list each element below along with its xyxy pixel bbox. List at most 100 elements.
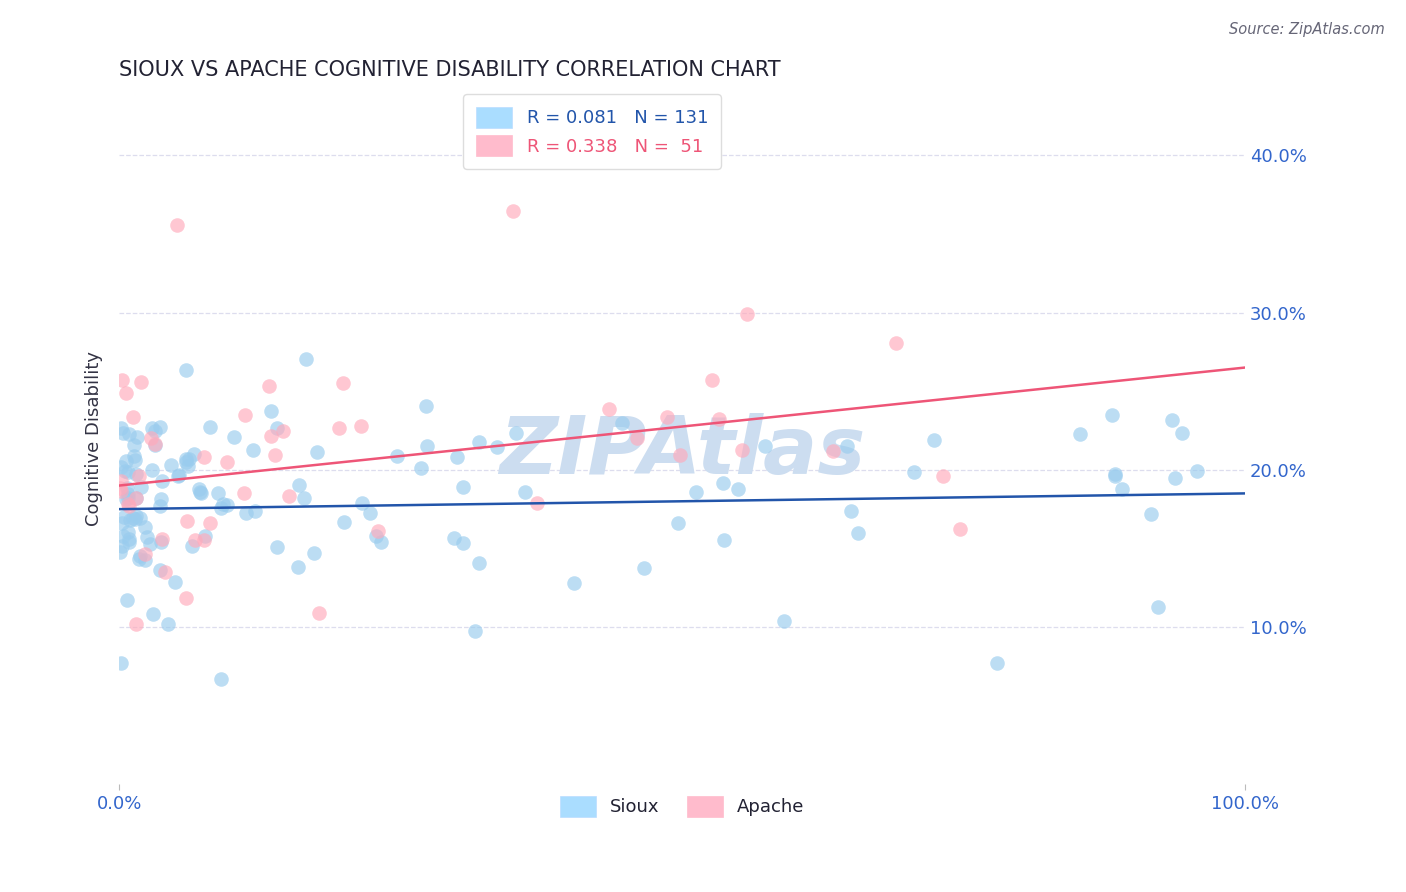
- Point: [731, 443, 754, 458]
- Point: [141, 431, 163, 445]
- Point: [177, 451, 200, 466]
- Point: [150, 532, 173, 546]
- Point: [157, 617, 180, 632]
- Point: [122, 449, 145, 463]
- Point: [821, 444, 844, 458]
- Point: [118, 513, 141, 527]
- Point: [198, 516, 221, 531]
- Point: [713, 533, 735, 547]
- Point: [112, 509, 135, 524]
- Point: [207, 485, 229, 500]
- Point: [139, 537, 162, 551]
- Point: [668, 516, 690, 530]
- Point: [166, 469, 188, 483]
- Point: [193, 450, 215, 465]
- Point: [141, 421, 163, 435]
- Point: [128, 549, 150, 563]
- Point: [145, 437, 167, 451]
- Point: [841, 504, 863, 518]
- Point: [209, 672, 232, 686]
- Point: [117, 497, 139, 511]
- Point: [773, 614, 796, 628]
- Point: [754, 439, 776, 453]
- Point: [121, 511, 143, 525]
- Point: [367, 524, 389, 539]
- Point: [188, 485, 211, 500]
- Point: [166, 219, 188, 233]
- Point: [727, 482, 749, 496]
- Point: [135, 530, 157, 544]
- Point: [1104, 467, 1126, 482]
- Point: [125, 491, 148, 505]
- Point: [110, 460, 132, 475]
- Point: [464, 624, 486, 638]
- Point: [110, 421, 132, 435]
- Point: [633, 561, 655, 575]
- Point: [142, 607, 165, 622]
- Point: [443, 532, 465, 546]
- Point: [174, 452, 197, 467]
- Point: [598, 402, 620, 417]
- Point: [235, 507, 257, 521]
- Point: [295, 351, 318, 366]
- Point: [949, 522, 972, 536]
- Point: [110, 545, 132, 559]
- Point: [125, 509, 148, 524]
- Text: SIOUX VS APACHE COGNITIVE DISABILITY CORRELATION CHART: SIOUX VS APACHE COGNITIVE DISABILITY COR…: [120, 60, 780, 79]
- Point: [735, 307, 758, 321]
- Point: [217, 499, 239, 513]
- Point: [121, 409, 143, 424]
- Point: [304, 546, 326, 560]
- Point: [370, 535, 392, 549]
- Point: [143, 438, 166, 452]
- Point: [277, 489, 299, 503]
- Point: [167, 467, 190, 482]
- Point: [655, 410, 678, 425]
- Point: [177, 458, 200, 473]
- Point: [153, 566, 176, 580]
- Point: [502, 204, 524, 219]
- Point: [932, 468, 955, 483]
- Point: [846, 526, 869, 541]
- Point: [266, 421, 288, 435]
- Point: [332, 376, 354, 390]
- Point: [118, 427, 141, 442]
- Point: [163, 575, 186, 590]
- Point: [1140, 507, 1163, 521]
- Point: [149, 500, 172, 514]
- Point: [118, 532, 141, 546]
- Point: [485, 440, 508, 454]
- Point: [110, 373, 132, 387]
- Point: [215, 455, 238, 469]
- Point: [124, 512, 146, 526]
- Point: [222, 430, 245, 444]
- Text: Source: ZipAtlas.com: Source: ZipAtlas.com: [1229, 22, 1385, 37]
- Point: [174, 455, 197, 469]
- Point: [176, 514, 198, 528]
- Point: [115, 454, 138, 468]
- Point: [125, 430, 148, 444]
- Point: [187, 482, 209, 496]
- Point: [134, 552, 156, 566]
- Point: [110, 481, 132, 495]
- Point: [1069, 427, 1091, 442]
- Y-axis label: Cognitive Disability: Cognitive Disability: [86, 351, 103, 526]
- Point: [112, 425, 135, 440]
- Point: [922, 433, 945, 447]
- Point: [149, 564, 172, 578]
- Point: [1187, 464, 1209, 478]
- Point: [118, 500, 141, 514]
- Point: [150, 474, 173, 488]
- Point: [129, 511, 152, 525]
- Point: [194, 529, 217, 543]
- Point: [122, 438, 145, 452]
- Point: [141, 463, 163, 477]
- Point: [308, 606, 330, 620]
- Point: [271, 424, 294, 438]
- Point: [411, 461, 433, 475]
- Point: [128, 468, 150, 483]
- Point: [451, 536, 474, 550]
- Point: [111, 539, 134, 553]
- Point: [364, 529, 387, 543]
- Point: [513, 484, 536, 499]
